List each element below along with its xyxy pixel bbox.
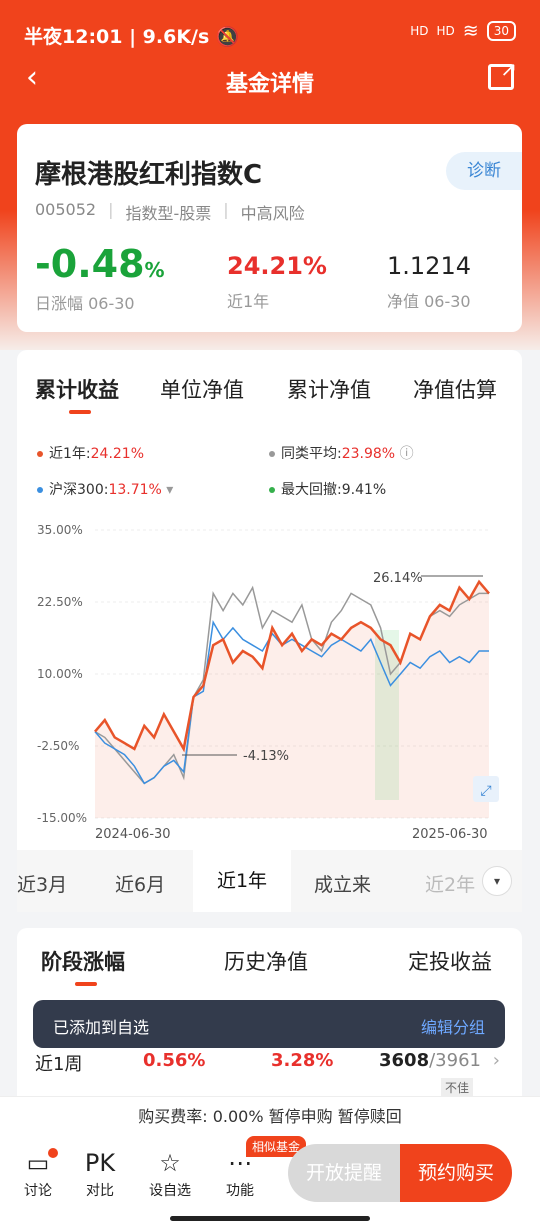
day-change-metric: -0.48% 日涨幅 06-30	[35, 242, 165, 313]
y-tick-label: 10.00%	[37, 667, 83, 681]
y-tick-label: 35.00%	[37, 523, 83, 537]
cumulative-return-chart[interactable]: 35.00% 22.50% 10.00% -2.50% -15.00% 26.14% -…	[17, 510, 522, 855]
chart-card: 累计收益 单位净值 累计净值 净值估算 近1年:24.21% 同类平均:23.9…	[17, 350, 522, 912]
y-tick-label: 22.50%	[37, 595, 83, 609]
nav-bar: ‹ 基金详情	[0, 56, 540, 106]
fund-name: 摩根港股红利指数C	[35, 160, 263, 190]
tab-unit-nav[interactable]: 单位净值	[160, 378, 244, 402]
bottom-bar: ▭ 讨论 PK 对比 ☆ 设自选 ⋯ 功能 相似基金 开放提醒 预约购买	[0, 1136, 540, 1230]
row-return: 0.56%	[143, 1050, 206, 1071]
annotation-peak: 26.14%	[373, 571, 423, 586]
row-period: 近1周	[35, 1054, 83, 1075]
open-alert-button[interactable]: 开放提醒	[288, 1144, 400, 1202]
toast-text: 已添加到自选	[53, 1018, 150, 1037]
home-indicator	[170, 1216, 370, 1221]
range-1y[interactable]: 近1年	[193, 850, 291, 912]
reserve-buy-button[interactable]: 预约购买	[400, 1144, 512, 1202]
series-line-2	[94, 619, 489, 785]
battery-icon: 30	[486, 21, 516, 41]
chevron-right-icon: ›	[492, 1050, 500, 1071]
status-bar: 半夜12:01 | 9.6K/s 🔕 HD HD ≋ 30	[0, 0, 540, 64]
legend-max-drawdown: 最大回撤:9.41%	[269, 479, 386, 499]
fund-code: 005052	[35, 200, 97, 219]
row-rank: 3608	[379, 1050, 430, 1071]
y-tick-label: -15.00%	[37, 811, 87, 825]
tab-indicator	[69, 410, 91, 414]
tab-nav-estimate[interactable]: 净值估算	[413, 378, 497, 402]
tab-cumulative-nav[interactable]: 累计净值	[287, 378, 371, 402]
legend-peer-avg: 同类平均:23.98% ⓘ	[269, 443, 414, 463]
fullscreen-icon[interactable]: ⤢	[473, 776, 499, 802]
range-selector: 近3月 近6月 近1年 成立来 近2年 ▾	[17, 850, 522, 912]
y-tick-label: -2.50%	[37, 739, 79, 753]
nav-metric: 1.1214 净值 06-30	[387, 252, 471, 311]
similar-funds-badge[interactable]: 相似基金	[246, 1136, 307, 1157]
signal-icon: HD	[410, 24, 429, 38]
x-end-label: 2025-06-30	[412, 827, 488, 842]
back-icon[interactable]: ‹	[26, 60, 38, 95]
compare-button[interactable]: PK 对比	[70, 1146, 130, 1200]
tab-history-nav[interactable]: 历史净值	[224, 950, 308, 974]
share-icon[interactable]	[488, 57, 517, 90]
chevron-down-icon: ▾	[166, 482, 174, 498]
info-icon[interactable]: ⓘ	[399, 446, 414, 462]
fee-info: 购买费率: 0.00% 暂停申购 暂停赎回	[0, 1096, 540, 1138]
series-line-0	[94, 579, 490, 753]
edit-group-link[interactable]: 编辑分组	[420, 1018, 485, 1037]
tab-stage-returns[interactable]: 阶段涨幅	[41, 950, 125, 974]
chat-icon: ▭	[8, 1146, 68, 1180]
year-return-metric: 24.21% 近1年	[227, 252, 327, 311]
range-more-icon[interactable]: ▾	[482, 866, 512, 896]
tab-sip-returns[interactable]: 定投收益	[408, 950, 492, 974]
wifi-icon: ≋	[462, 20, 479, 42]
toast: 已添加到自选 编辑分组	[33, 1000, 505, 1048]
x-start-label: 2024-06-30	[95, 827, 171, 842]
svg-text:⤢: ⤢	[480, 783, 491, 799]
star-icon: ☆	[159, 1149, 181, 1177]
row-tag: 不佳	[441, 1078, 474, 1097]
fund-summary-card: 摩根港股红利指数C 诊断 005052 | 指数型-股票 | 中高风险 -0.4…	[17, 124, 522, 332]
pk-icon: PK	[84, 1149, 116, 1177]
fund-tags: 005052 | 指数型-股票 | 中高风险	[35, 200, 305, 223]
status-time: 半夜12:01 | 9.6K/s 🔕	[24, 26, 240, 48]
discuss-button[interactable]: ▭ 讨论	[8, 1146, 68, 1200]
legend-hs300[interactable]: 沪深300:13.71% ▾	[37, 479, 173, 499]
range-since-inception[interactable]: 成立来	[314, 874, 372, 896]
tab-indicator	[75, 982, 97, 986]
signal-icon: HD	[436, 24, 455, 38]
fund-type: 指数型-股票	[125, 204, 212, 223]
fund-risk: 中高风险	[240, 204, 305, 223]
range-6m[interactable]: 近6月	[115, 874, 166, 896]
range-2y[interactable]: 近2年	[425, 874, 476, 896]
page-title: 基金详情	[225, 72, 314, 97]
status-icons: HD HD ≋ 30	[410, 20, 516, 42]
series-area	[95, 581, 489, 818]
range-3m[interactable]: 近3月	[17, 874, 68, 896]
row-average: 3.28%	[271, 1050, 334, 1071]
legend-this-fund: 近1年:24.21%	[37, 443, 144, 463]
annotation-low: -4.13%	[243, 749, 289, 764]
diagnose-button[interactable]: 诊断	[446, 152, 522, 190]
tab-cumulative-return[interactable]: 累计收益	[35, 378, 119, 402]
add-watchlist-button[interactable]: ☆ 设自选	[140, 1146, 200, 1200]
